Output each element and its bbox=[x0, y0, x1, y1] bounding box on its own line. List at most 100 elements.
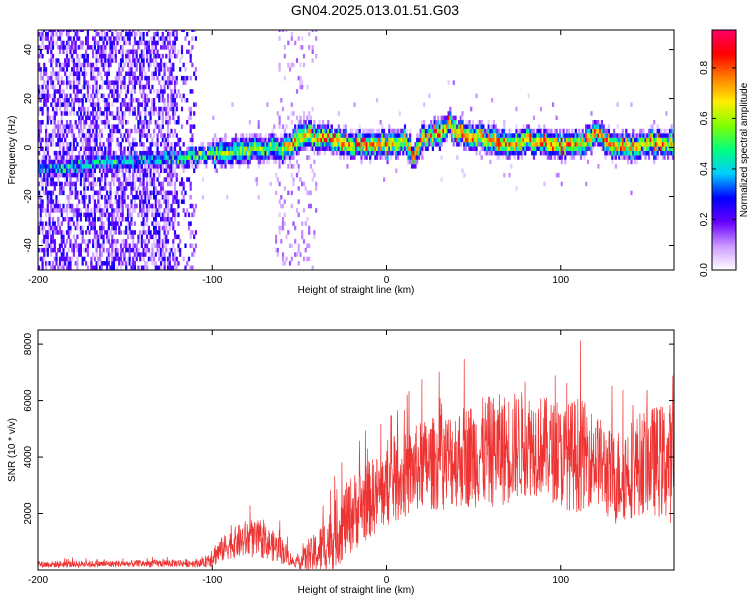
spectrogram-cell bbox=[496, 142, 499, 147]
spectrogram-cell bbox=[62, 146, 65, 151]
spectrogram-cell bbox=[51, 53, 55, 59]
spectrogram-cell bbox=[161, 239, 164, 244]
spectrogram-cell bbox=[95, 239, 98, 244]
spectrogram-cell bbox=[111, 159, 114, 165]
spectrogram-cell bbox=[104, 168, 107, 173]
spectrogram-cell bbox=[518, 133, 522, 138]
spectrogram-cell bbox=[496, 155, 499, 160]
spectrogram-cell bbox=[567, 137, 570, 143]
spectrogram-cell bbox=[139, 208, 142, 213]
spectrogram-cell bbox=[38, 31, 41, 37]
spectrogram-cell bbox=[459, 124, 462, 129]
spectrogram-cell bbox=[74, 261, 77, 266]
spectrogram-cell bbox=[64, 164, 67, 169]
spectrogram-cell bbox=[329, 128, 332, 134]
spectrogram-cell bbox=[45, 45, 48, 50]
spectrogram-cell bbox=[95, 53, 98, 59]
spectrogram-cell bbox=[149, 89, 152, 94]
spectrogram-cell bbox=[45, 31, 48, 37]
spectrogram-cell bbox=[119, 31, 123, 37]
spectrogram-cell bbox=[161, 243, 164, 248]
spectrogram-cell bbox=[92, 71, 95, 76]
spectrogram-cell bbox=[175, 261, 178, 266]
spectrogram-cell bbox=[161, 212, 164, 218]
spectrogram-cell bbox=[647, 128, 651, 134]
spectrogram-cell bbox=[151, 111, 154, 116]
spectrogram-x-label: Height of straight line (km) bbox=[298, 285, 415, 296]
spectrogram-cell bbox=[191, 62, 194, 68]
spectrogram-cell bbox=[635, 159, 638, 165]
spectrogram-cell bbox=[51, 137, 55, 143]
spectrogram-cell bbox=[78, 243, 81, 248]
spectrogram-cell bbox=[64, 177, 67, 182]
spectrogram-cell bbox=[421, 128, 424, 134]
spectrogram-cell bbox=[564, 137, 567, 143]
spectrogram-cell bbox=[471, 124, 475, 129]
spectrogram-cell bbox=[609, 146, 612, 151]
spectrogram-cell bbox=[79, 89, 82, 94]
spectrogram-cell bbox=[173, 89, 177, 94]
spectrogram-cell bbox=[496, 146, 499, 151]
spectrogram-cell bbox=[165, 199, 168, 204]
spectrogram-cell bbox=[466, 128, 469, 134]
spectrogram-cell bbox=[491, 128, 494, 134]
spectrogram-cell bbox=[109, 111, 112, 116]
spectrogram-cell bbox=[95, 111, 98, 116]
spectrogram-cell bbox=[149, 58, 152, 63]
spectrogram-cell bbox=[173, 212, 177, 218]
spectrogram-cell bbox=[647, 150, 651, 156]
spectrogram-cell bbox=[191, 150, 194, 156]
spectrogram-cell bbox=[412, 159, 415, 165]
spectrogram-cell bbox=[323, 133, 326, 138]
spectrogram-cell bbox=[484, 137, 487, 143]
spectrogram-cell bbox=[430, 142, 433, 147]
spectrogram-cell bbox=[306, 133, 309, 138]
spectrogram-cell bbox=[114, 150, 117, 156]
spectrogram-cell bbox=[498, 142, 501, 147]
spectrogram-cell bbox=[165, 146, 168, 151]
spectrogram-cell bbox=[119, 159, 123, 165]
spectrogram-cell bbox=[423, 133, 426, 138]
spectrogram-cell bbox=[503, 172, 506, 178]
spectrogram-cell bbox=[142, 120, 145, 125]
spectrogram-cell bbox=[173, 80, 177, 85]
spectrogram-cell bbox=[668, 142, 671, 147]
spectrogram-cell bbox=[130, 49, 133, 54]
spectrogram-cell bbox=[74, 45, 77, 50]
spectrogram-cell bbox=[62, 168, 65, 173]
spectrogram-cell bbox=[79, 111, 82, 116]
spectrogram-cell bbox=[165, 30, 168, 32]
spectrogram-cell bbox=[106, 106, 109, 112]
spectrogram-cell bbox=[275, 247, 278, 253]
spectrogram-cell bbox=[123, 102, 126, 107]
spectrogram-cell bbox=[142, 221, 145, 226]
spectrogram-cell bbox=[149, 256, 152, 262]
spectrogram-cell bbox=[654, 155, 657, 160]
spectrogram-cell bbox=[100, 36, 103, 41]
spectrogram-cell bbox=[97, 164, 100, 169]
spectrogram-cell bbox=[311, 49, 314, 54]
spectrogram-cell bbox=[187, 155, 191, 160]
spectrogram-cell bbox=[130, 186, 133, 191]
spectrogram-cell bbox=[60, 67, 63, 72]
spectrogram-cell bbox=[121, 80, 124, 85]
spectrogram-cell bbox=[184, 243, 187, 248]
spectrogram-cell bbox=[212, 150, 215, 156]
spectrogram-cell bbox=[76, 62, 79, 68]
spectrogram-cell bbox=[55, 124, 58, 129]
spectrogram-cell bbox=[168, 80, 171, 85]
spectrogram-cell bbox=[187, 146, 191, 151]
spectrogram-cell bbox=[116, 208, 119, 213]
spectrogram-cell bbox=[67, 230, 70, 235]
spectrogram-cell bbox=[586, 133, 590, 138]
spectrogram-cell bbox=[139, 115, 142, 121]
spectrogram-cell bbox=[534, 142, 537, 147]
spectrogram-cell bbox=[283, 45, 286, 50]
spectrogram-cell bbox=[139, 133, 142, 138]
spectrogram-cell bbox=[184, 190, 187, 196]
spectrogram-cell bbox=[114, 45, 117, 50]
spectrogram-cell bbox=[539, 133, 542, 138]
spectrogram-cell bbox=[65, 256, 69, 262]
spectrogram-cell bbox=[451, 120, 454, 125]
spectrogram-cell bbox=[71, 168, 74, 173]
